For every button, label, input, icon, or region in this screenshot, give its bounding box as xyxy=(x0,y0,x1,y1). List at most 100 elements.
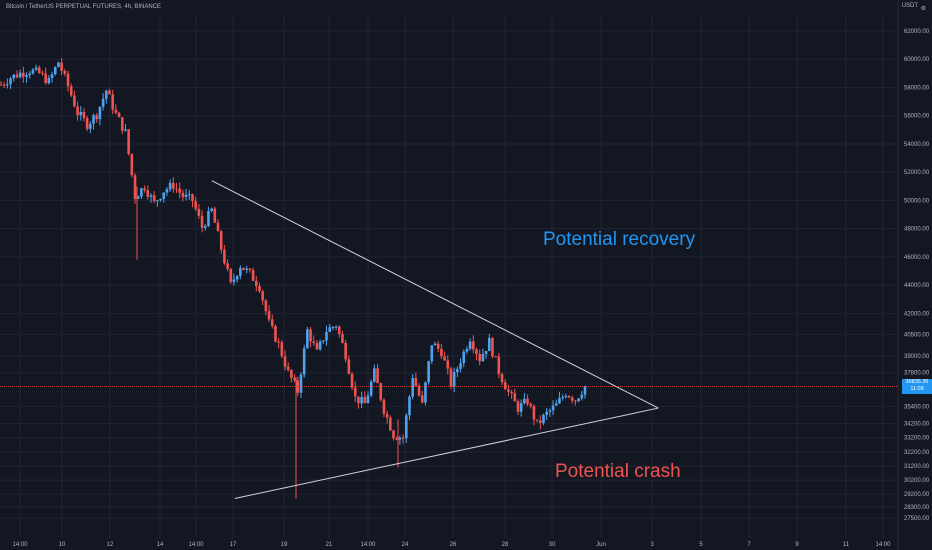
candle-body xyxy=(270,319,274,326)
candle-body xyxy=(203,226,207,228)
candle-body xyxy=(47,77,51,84)
candle-body xyxy=(219,231,223,250)
candle-body xyxy=(318,341,322,350)
candle-body xyxy=(491,338,494,357)
candle-body xyxy=(487,338,491,351)
x-tick-label: 19 xyxy=(281,542,288,548)
candle-body xyxy=(283,356,287,367)
gear-icon[interactable]: ⚙ xyxy=(920,6,926,12)
candle-body xyxy=(574,400,577,402)
y-tick-label: 52000.00 xyxy=(904,170,930,176)
candle-body xyxy=(583,386,587,395)
candle-body xyxy=(79,112,83,116)
candle-body xyxy=(124,129,127,131)
candle-body xyxy=(200,215,204,228)
candle-body xyxy=(95,115,99,120)
candle-body xyxy=(567,395,571,398)
candle-body xyxy=(404,415,408,439)
y-tick-label: 29200.00 xyxy=(904,492,930,498)
candle-body xyxy=(136,196,140,199)
y-tick-label: 27500.00 xyxy=(904,516,930,522)
candle-body xyxy=(452,372,456,387)
candle-body xyxy=(82,112,86,118)
y-tick-label: 60000.00 xyxy=(904,57,930,63)
candle-body xyxy=(449,368,453,387)
candle-body xyxy=(85,117,89,129)
candle-body xyxy=(369,381,373,396)
x-tick-label: 14:00 xyxy=(360,542,376,548)
candle-body xyxy=(353,387,357,397)
candle-body xyxy=(411,377,414,397)
candle-body xyxy=(264,300,268,312)
x-tick-label: 24 xyxy=(402,542,409,548)
candle-body xyxy=(280,342,284,357)
candle-body xyxy=(325,331,328,341)
x-tick-label: 30 xyxy=(549,542,556,548)
candle-body xyxy=(417,385,421,396)
candle-body xyxy=(385,413,389,418)
candle-body xyxy=(309,329,312,342)
candle-body xyxy=(111,94,114,110)
candle-body xyxy=(255,280,258,287)
candle-body xyxy=(551,405,555,411)
candle-body xyxy=(363,397,367,404)
candle-body xyxy=(261,291,264,301)
candle-body xyxy=(152,195,156,202)
candle-body xyxy=(146,190,150,197)
candle-body xyxy=(178,188,182,193)
candle-body xyxy=(89,123,92,129)
candle-body xyxy=(133,175,137,199)
x-tick-label: 5 xyxy=(699,542,703,548)
candle-body xyxy=(229,268,233,282)
candle-body xyxy=(127,129,130,154)
y-tick-label: 35400.00 xyxy=(904,405,930,411)
candle-body xyxy=(194,201,197,209)
candle-body xyxy=(337,326,341,334)
y-tick-label: 30200.00 xyxy=(904,478,930,484)
candle-body xyxy=(277,341,280,343)
candle-body xyxy=(500,374,504,383)
y-tick-label: 31200.00 xyxy=(904,464,930,470)
candle-body xyxy=(73,95,76,107)
candle-body xyxy=(232,279,236,282)
y-tick-label: 56000.00 xyxy=(904,114,930,120)
candle-body xyxy=(564,395,568,398)
candle-body xyxy=(414,377,418,386)
candle-body xyxy=(545,411,549,415)
candle-body xyxy=(28,73,32,76)
candle-body xyxy=(420,395,424,403)
x-tick-label: 14 xyxy=(157,542,164,548)
candle-body xyxy=(315,342,319,350)
candle-body xyxy=(430,345,434,362)
candle-body xyxy=(130,153,134,176)
candle-body xyxy=(478,354,481,362)
symbol-title[interactable]: Bitcoin / TetherUS PERPETUAL FUTURES, 4h… xyxy=(6,4,162,10)
y-tick-label: 32200.00 xyxy=(904,450,930,456)
x-tick-label: 14:00 xyxy=(188,542,204,548)
y-tick-label: 58000.00 xyxy=(904,85,930,91)
candle-body xyxy=(542,414,545,424)
candle-body xyxy=(41,72,44,74)
candle-body xyxy=(472,341,475,350)
candle-body xyxy=(216,222,220,232)
candle-body xyxy=(398,437,402,440)
x-tick-label: 14:00 xyxy=(12,542,28,548)
candle-body xyxy=(210,208,213,212)
x-tick-label: 7 xyxy=(747,542,751,548)
x-tick-label: Jun xyxy=(596,542,606,548)
candle-body xyxy=(197,208,201,216)
candle-body xyxy=(376,368,379,384)
candle-body xyxy=(76,106,79,116)
candle-body xyxy=(373,368,376,382)
x-tick-label: 26 xyxy=(450,542,457,548)
candle-body xyxy=(258,286,261,292)
last-price-badge: 36835.36 11:08 xyxy=(902,379,932,395)
candle-body xyxy=(293,378,296,381)
candle-body xyxy=(162,192,166,199)
candle-body xyxy=(408,396,411,416)
candle-body xyxy=(165,189,169,193)
candle-body xyxy=(497,356,501,375)
candle-body xyxy=(69,86,73,96)
candle-body xyxy=(302,348,306,375)
